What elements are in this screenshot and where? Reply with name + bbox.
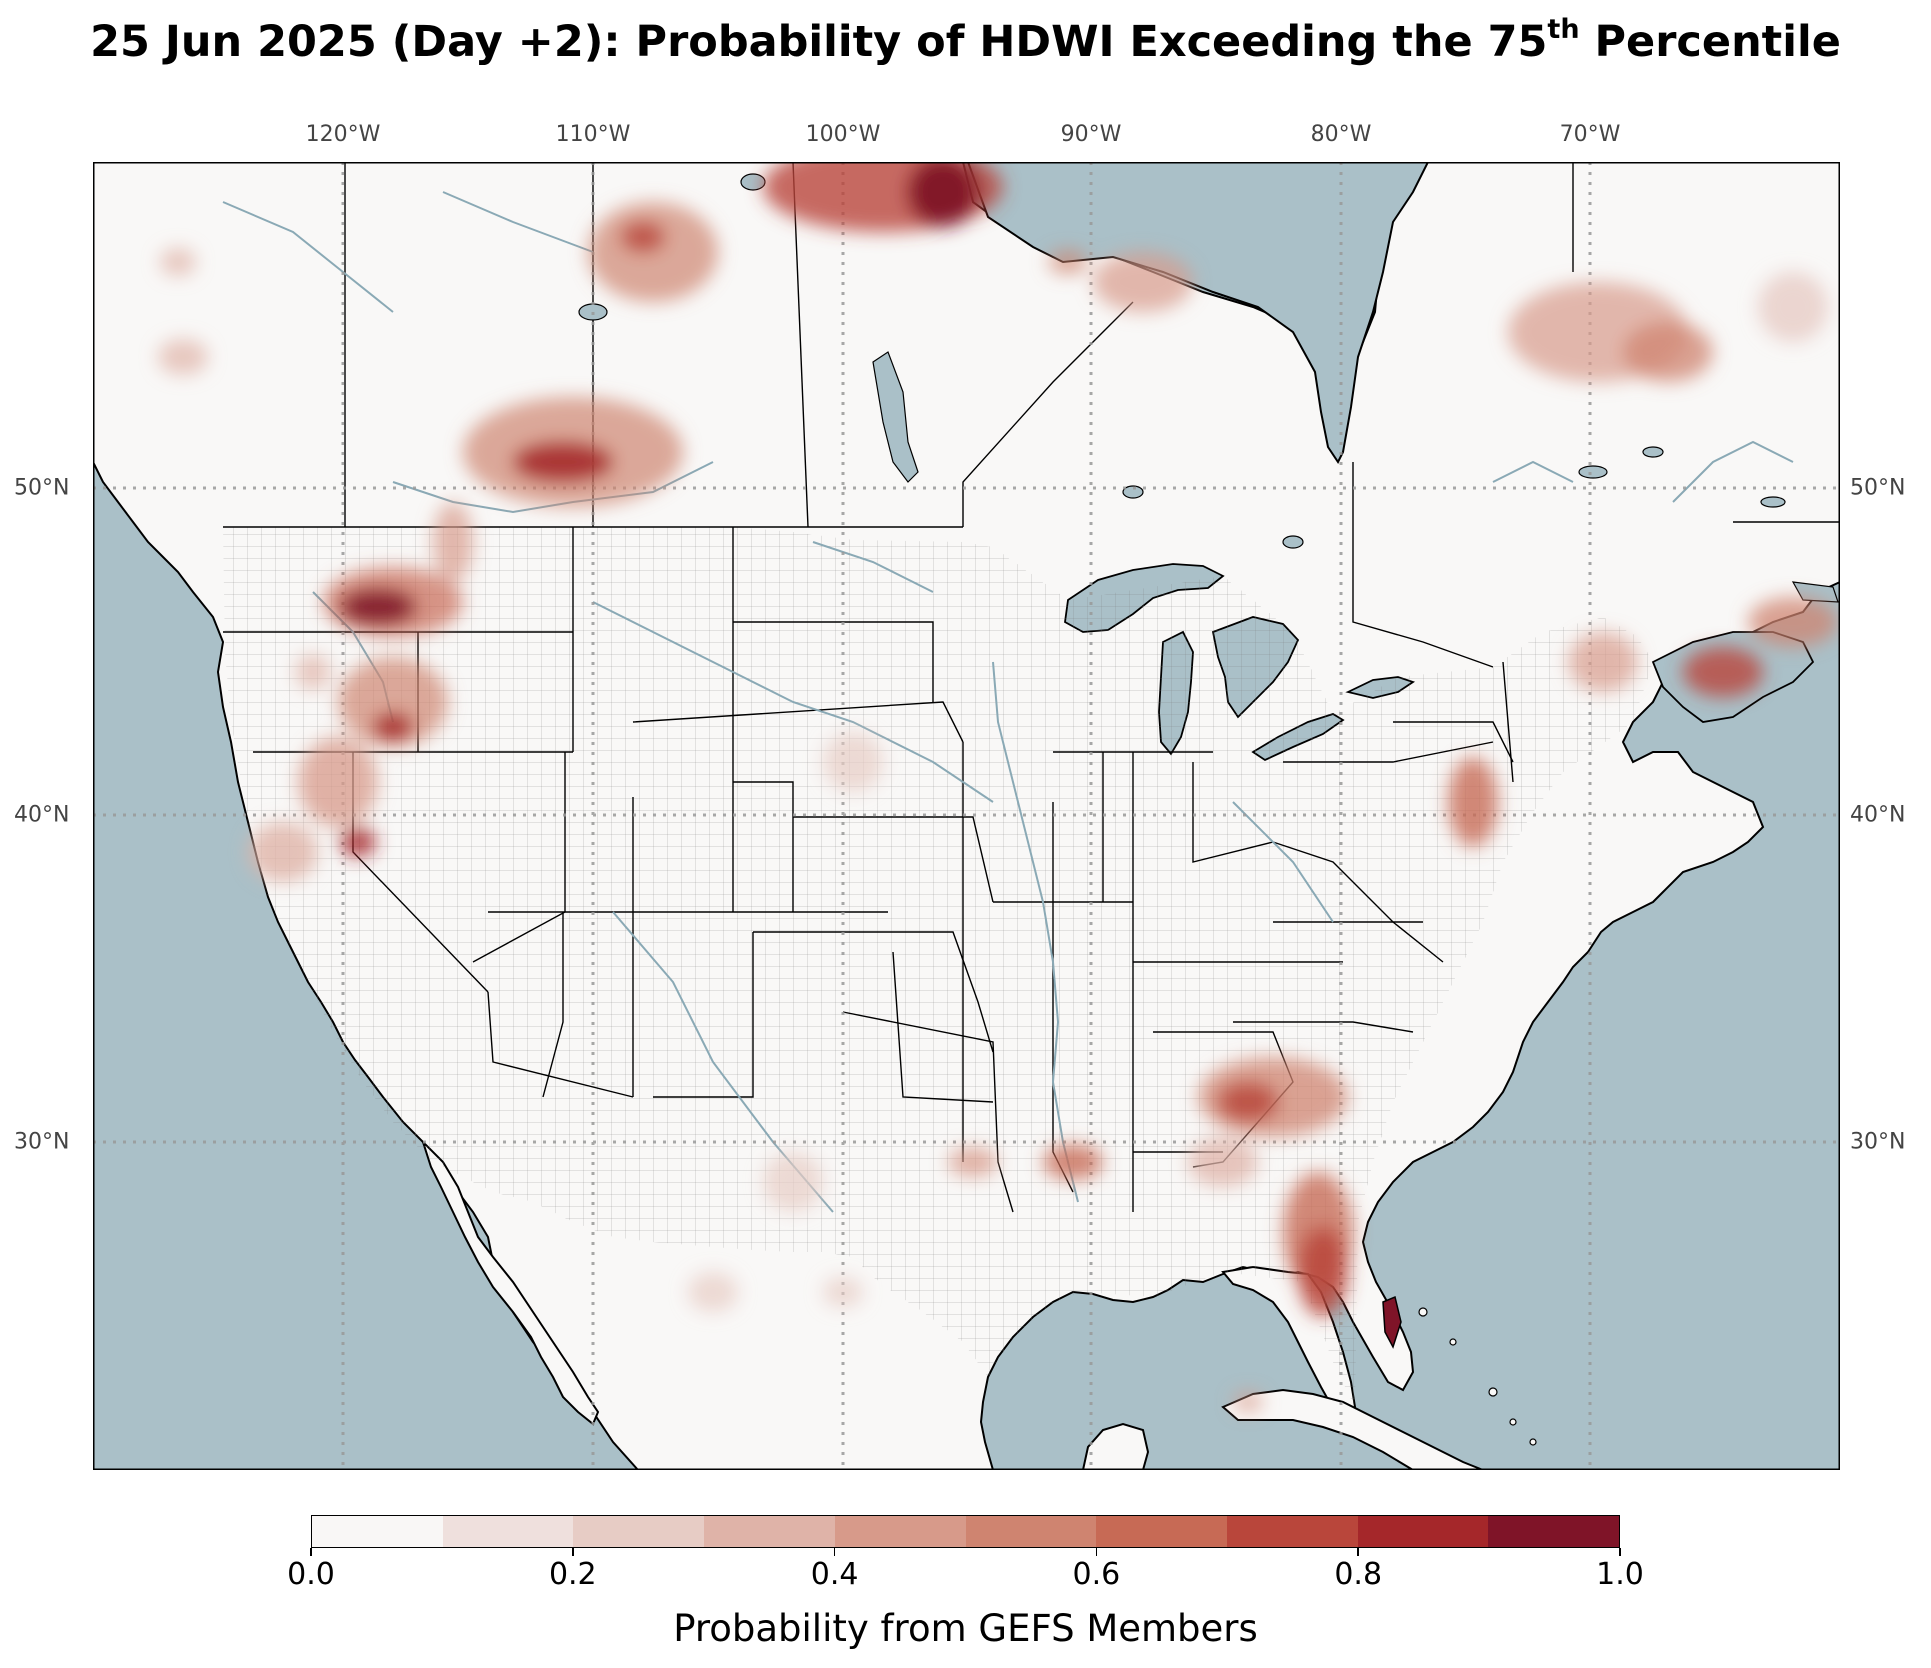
lon-label-80w: 80°W (1310, 122, 1372, 147)
colorbar-segment-5 (965, 1516, 1097, 1547)
colorbar-tick-label: 0.2 (548, 1557, 597, 1592)
lat-label-50n-left: 50°N (14, 475, 70, 501)
lat-label-40n-left: 40°N (14, 802, 70, 828)
canadian-lakes (578, 173, 1839, 603)
colorbar-tick (1095, 1548, 1098, 1556)
map-panel[interactable] (93, 162, 1840, 1470)
colorbar-segment-4 (834, 1516, 966, 1547)
colorbar-segment-9 (1488, 1516, 1620, 1547)
lon-label-90w: 90°W (1060, 122, 1122, 147)
colorbar-tick-label: 0.4 (810, 1557, 859, 1592)
colorbar-segment-7 (1226, 1516, 1358, 1547)
colorbar-tick (1619, 1548, 1621, 1556)
colorbar (311, 1515, 1620, 1548)
title-superscript: th (1547, 14, 1580, 45)
colorbar-tick (572, 1548, 574, 1556)
map-canvas (93, 162, 1840, 1470)
lat-label-30n-right: 30°N (1850, 1129, 1906, 1155)
colorbar-segment-3 (704, 1516, 835, 1547)
lon-label-110w: 110°W (555, 122, 631, 147)
colorbar-segment-1 (442, 1516, 574, 1547)
title-prefix: 25 Jun 2025 (Day +2): Probability of HDW… (90, 17, 1548, 67)
lat-label-40n-right: 40°N (1850, 802, 1906, 828)
colorbar-tick-label: 0.8 (1334, 1557, 1383, 1592)
colorbar-segment-8 (1357, 1516, 1489, 1547)
lon-label-120w: 120°W (305, 122, 381, 147)
colorbar-tick-label: 1.0 (1596, 1557, 1644, 1592)
lon-label-70w: 70°W (1559, 122, 1621, 147)
lat-label-30n-left: 30°N (14, 1129, 70, 1155)
map-title: 25 Jun 2025 (Day +2): Probability of HDW… (0, 14, 1931, 67)
colorbar-tick (310, 1548, 312, 1556)
colorbar-tick (833, 1548, 836, 1556)
colorbar-tick (1357, 1548, 1359, 1556)
lon-label-100w: 100°W (805, 122, 881, 147)
admin-borders (223, 162, 1840, 1213)
colorbar-segment-2 (573, 1516, 705, 1547)
colorbar-label: Probability from GEFS Members (673, 1607, 1258, 1650)
land-baja (422, 1141, 600, 1426)
bahamas (1382, 1295, 1402, 1349)
title-suffix: Percentile (1579, 17, 1841, 67)
colorbar-tick-label: 0.0 (287, 1557, 335, 1592)
colorbar-segment-6 (1096, 1516, 1227, 1547)
colorbar-tick-label: 0.6 (1072, 1557, 1121, 1592)
islands (1418, 1307, 1537, 1446)
map-frame (93, 162, 1840, 1470)
hudson-bay (966, 162, 1430, 464)
lat-label-50n-right: 50°N (1850, 475, 1906, 501)
land-cuba (1221, 1388, 1484, 1470)
probability-field (158, 162, 1838, 1412)
colorbar-segment-0 (312, 1516, 443, 1547)
